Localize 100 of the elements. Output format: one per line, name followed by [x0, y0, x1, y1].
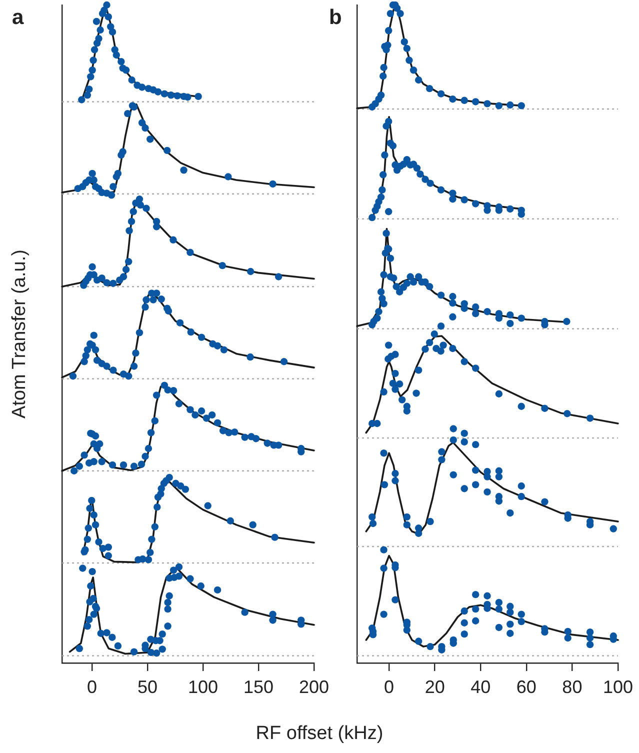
- point: [450, 425, 457, 432]
- point: [495, 624, 503, 632]
- point: [396, 10, 404, 18]
- point: [403, 44, 411, 52]
- point: [138, 84, 146, 91]
- point: [506, 620, 514, 628]
- point: [460, 485, 468, 492]
- point: [90, 610, 98, 618]
- point: [426, 338, 434, 346]
- point: [380, 610, 388, 618]
- x-axis-title: RF offset (kHz): [254, 722, 384, 746]
- point: [506, 630, 514, 637]
- point: [187, 328, 194, 336]
- point: [564, 410, 571, 418]
- point: [380, 546, 388, 554]
- point: [472, 590, 480, 598]
- point: [393, 4, 401, 12]
- point: [484, 100, 491, 108]
- point: [108, 634, 116, 641]
- point: [495, 314, 503, 322]
- point: [146, 136, 154, 143]
- point: [226, 517, 234, 524]
- point: [506, 602, 514, 610]
- point: [506, 205, 514, 213]
- point: [381, 151, 388, 159]
- point: [495, 473, 503, 480]
- point: [449, 292, 456, 300]
- point: [449, 299, 456, 307]
- point: [95, 34, 102, 42]
- point: [175, 572, 183, 580]
- point: [194, 92, 202, 100]
- y-axis-title: Atom Transfer (a.u.): [9, 250, 30, 418]
- point: [472, 303, 480, 311]
- point: [122, 266, 130, 274]
- point: [146, 548, 154, 556]
- point: [472, 617, 480, 624]
- point: [192, 411, 199, 419]
- point: [374, 420, 381, 428]
- point: [90, 332, 98, 339]
- point: [103, 362, 110, 370]
- point: [110, 366, 117, 374]
- point: [130, 362, 138, 370]
- point: [103, 279, 110, 286]
- point: [170, 386, 178, 394]
- point: [186, 248, 194, 256]
- point: [495, 498, 503, 505]
- point: [472, 481, 480, 488]
- point: [384, 208, 392, 216]
- point: [412, 390, 420, 397]
- point: [88, 66, 96, 74]
- chart-title: a: [12, 6, 24, 30]
- point: [119, 148, 126, 156]
- point: [128, 76, 136, 84]
- point: [208, 411, 216, 419]
- point: [449, 95, 456, 103]
- point: [136, 201, 144, 209]
- point: [249, 521, 256, 528]
- point: [152, 650, 160, 657]
- point: [422, 176, 429, 183]
- point: [280, 358, 288, 366]
- point: [484, 308, 491, 316]
- point: [386, 254, 394, 262]
- point: [85, 616, 93, 624]
- point: [176, 319, 184, 326]
- point: [218, 262, 226, 270]
- point: [130, 462, 138, 470]
- point: [440, 342, 447, 349]
- point: [98, 274, 106, 282]
- point: [125, 372, 132, 380]
- point: [186, 575, 194, 582]
- point: [426, 642, 434, 650]
- point: [518, 102, 525, 110]
- x-tick-label: 100: [602, 676, 634, 697]
- point: [484, 592, 491, 600]
- point: [166, 592, 173, 600]
- point: [180, 166, 188, 174]
- point: [164, 605, 172, 613]
- point: [92, 18, 100, 26]
- point: [274, 273, 282, 280]
- x-tick-label: 80: [562, 676, 582, 697]
- point: [389, 142, 397, 150]
- point: [269, 180, 276, 188]
- point: [437, 90, 445, 98]
- point: [380, 271, 388, 278]
- point: [410, 66, 418, 74]
- point: [380, 300, 388, 308]
- point: [374, 314, 381, 322]
- point: [472, 605, 480, 613]
- point: [128, 218, 136, 226]
- point: [384, 42, 392, 49]
- point: [130, 208, 137, 216]
- point: [80, 451, 88, 459]
- point: [437, 292, 445, 299]
- point: [460, 196, 468, 204]
- point: [586, 634, 594, 642]
- point: [460, 96, 468, 104]
- point: [400, 38, 408, 46]
- point: [92, 432, 100, 440]
- point: [271, 534, 278, 541]
- point: [506, 509, 514, 517]
